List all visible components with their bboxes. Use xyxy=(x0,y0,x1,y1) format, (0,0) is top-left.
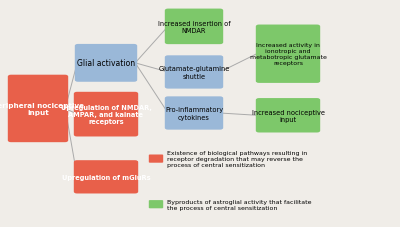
Text: Glial activation: Glial activation xyxy=(77,59,135,68)
Text: Glutamate-glutamine
shuttle: Glutamate-glutamine shuttle xyxy=(158,66,230,79)
FancyBboxPatch shape xyxy=(256,99,320,133)
Text: Peripheral nociceptive
input: Peripheral nociceptive input xyxy=(0,102,84,116)
Text: Pro-inflammatory
cytokines: Pro-inflammatory cytokines xyxy=(165,107,223,120)
FancyBboxPatch shape xyxy=(8,75,68,143)
FancyBboxPatch shape xyxy=(149,200,163,208)
Text: Increased nociceptive
input: Increased nociceptive input xyxy=(252,109,324,122)
FancyBboxPatch shape xyxy=(165,97,223,130)
FancyBboxPatch shape xyxy=(256,25,320,84)
Text: Upregulation of mGluRs: Upregulation of mGluRs xyxy=(62,174,150,180)
FancyBboxPatch shape xyxy=(165,10,223,45)
Text: Increased insertion of
NMDAR: Increased insertion of NMDAR xyxy=(158,21,230,34)
Text: Byproducts of astroglial activity that facilitate
the process of central sensiti: Byproducts of astroglial activity that f… xyxy=(167,199,311,210)
Text: Upregulation of NMDAR,
AMPAR, and kainate
receptors: Upregulation of NMDAR, AMPAR, and kainat… xyxy=(60,104,152,125)
FancyBboxPatch shape xyxy=(165,56,223,89)
FancyBboxPatch shape xyxy=(75,45,137,82)
FancyBboxPatch shape xyxy=(74,92,138,137)
Text: Increased activity in
ionotropic and
metabotropic glutamate
receptors: Increased activity in ionotropic and met… xyxy=(250,43,326,66)
FancyBboxPatch shape xyxy=(74,160,138,194)
Text: Existence of biological pathways resulting in
receptor degradation that may reve: Existence of biological pathways resulti… xyxy=(167,150,307,168)
FancyBboxPatch shape xyxy=(149,155,163,163)
